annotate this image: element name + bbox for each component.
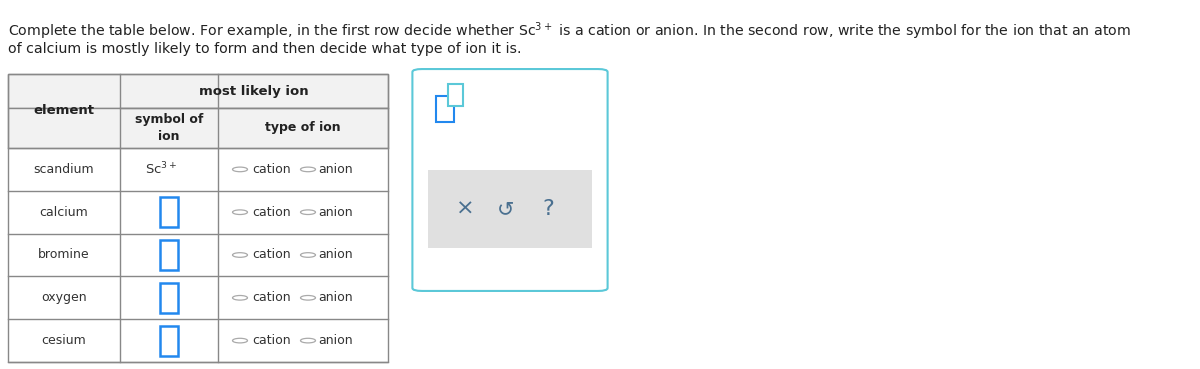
Bar <box>436 96 454 122</box>
Text: anion: anion <box>319 163 353 176</box>
Circle shape <box>233 296 247 300</box>
Text: anion: anion <box>319 248 353 262</box>
FancyBboxPatch shape <box>413 69 607 291</box>
Text: ×: × <box>456 199 474 219</box>
Circle shape <box>300 167 316 172</box>
Text: scandium: scandium <box>34 163 95 176</box>
Bar <box>160 283 178 313</box>
Bar <box>160 240 178 270</box>
Bar <box>160 197 178 227</box>
Text: bromine: bromine <box>38 248 90 262</box>
Bar <box>428 170 592 248</box>
Circle shape <box>233 210 247 214</box>
Bar <box>8 74 388 108</box>
Text: $\mathregular{Sc}^{3+}$: $\mathregular{Sc}^{3+}$ <box>145 161 178 178</box>
Bar <box>8 74 388 362</box>
Text: cation: cation <box>253 248 292 262</box>
Circle shape <box>233 167 247 172</box>
Text: ?: ? <box>542 199 554 219</box>
Text: type of ion: type of ion <box>265 121 341 134</box>
Text: Complete the table below. For example, in the first row decide whether $\mathreg: Complete the table below. For example, i… <box>8 20 1130 42</box>
Text: element: element <box>34 104 95 117</box>
Bar <box>8 108 388 148</box>
Text: oxygen: oxygen <box>41 291 86 304</box>
Text: symbol of
ion: symbol of ion <box>134 114 203 142</box>
Circle shape <box>233 338 247 343</box>
Text: cation: cation <box>253 291 292 304</box>
Text: cation: cation <box>253 334 292 347</box>
Circle shape <box>300 210 316 214</box>
Text: cation: cation <box>253 163 292 176</box>
Circle shape <box>300 296 316 300</box>
Text: anion: anion <box>319 334 353 347</box>
Text: most likely ion: most likely ion <box>199 85 308 97</box>
Circle shape <box>300 253 316 257</box>
Text: cesium: cesium <box>42 334 86 347</box>
Circle shape <box>300 338 316 343</box>
Text: of calcium is mostly likely to form and then decide what type of ion it is.: of calcium is mostly likely to form and … <box>8 42 522 56</box>
Text: anion: anion <box>319 291 353 304</box>
Text: cation: cation <box>253 206 292 219</box>
Text: anion: anion <box>319 206 353 219</box>
Text: ↺: ↺ <box>497 199 515 219</box>
Circle shape <box>233 253 247 257</box>
Bar <box>448 84 463 106</box>
Text: calcium: calcium <box>40 206 89 219</box>
Bar <box>160 325 178 356</box>
